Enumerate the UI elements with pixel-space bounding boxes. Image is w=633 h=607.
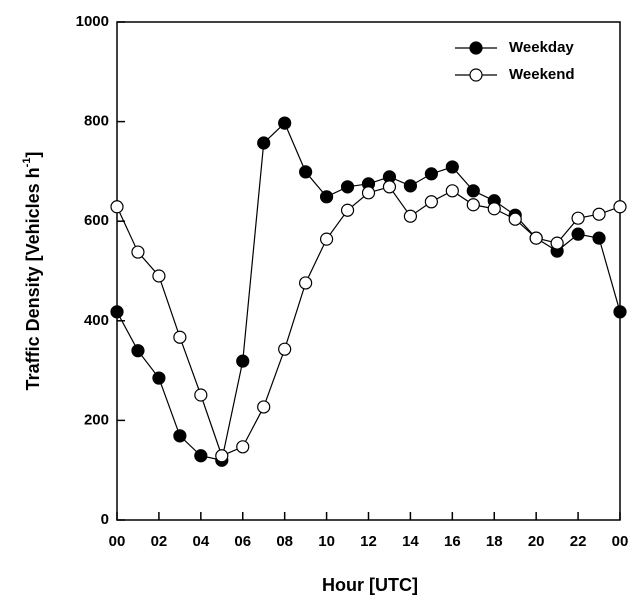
y-label-sup: -1 [21,158,33,168]
y-axis-label: Traffic Density [Vehicles h-1] [21,152,43,391]
marker [110,200,124,214]
y-tick-label: 1000 [76,13,109,30]
marker [592,207,606,221]
x-tick-label: 14 [402,533,419,550]
marker [194,449,208,463]
marker [424,195,438,209]
marker [613,305,627,319]
marker [361,186,376,200]
marker [194,388,208,402]
plot-frame [116,21,621,521]
marker [278,342,292,356]
marker [403,179,418,193]
marker [571,227,585,241]
x-tick-label: 10 [318,533,335,550]
marker [215,449,229,463]
y-tick-label: 600 [84,212,109,229]
marker [173,330,187,344]
x-tick-label: 00 [109,533,126,550]
series-line [116,122,621,461]
marker [319,190,334,204]
x-tick-label: 22 [570,533,587,550]
marker [529,231,543,245]
marker [173,429,187,443]
series-line [116,186,621,457]
marker [508,212,522,226]
marker [550,236,564,250]
marker [571,211,585,225]
legend-label: Weekday [509,39,574,56]
marker [257,136,271,150]
marker [257,400,271,414]
marker [236,354,250,368]
marker [236,440,250,454]
x-tick-label: 04 [192,533,209,550]
marker [299,276,313,290]
marker [152,371,166,385]
marker [110,305,124,319]
marker [278,116,292,130]
x-tick-label: 18 [486,533,503,550]
marker [299,165,313,179]
marker [592,231,606,245]
marker [445,160,459,174]
marker [424,167,438,181]
y-label-end: ] [23,152,43,158]
marker [445,184,459,198]
marker [340,180,355,194]
marker [319,232,334,246]
legend-marker [469,68,483,82]
x-tick-label: 00 [612,533,629,550]
marker [403,209,418,223]
marker [613,200,627,214]
y-tick-label: 400 [84,312,109,329]
marker [487,202,501,216]
x-tick-label: 08 [276,533,293,550]
legend-marker [469,41,483,55]
x-tick-label: 06 [234,533,251,550]
y-label-text: Traffic Density [Vehicles h [23,167,43,390]
x-tick-label: 20 [528,533,545,550]
x-axis-label: Hour [UTC] [322,575,418,595]
x-tick-label: 12 [360,533,377,550]
marker [152,269,166,283]
y-tick-label: 200 [84,411,109,428]
marker [382,180,397,194]
x-tick-label: 02 [151,533,168,550]
marker [131,344,145,358]
marker [340,203,355,217]
marker [466,198,480,212]
x-tick-label: 16 [444,533,461,550]
y-tick-label: 800 [84,113,109,130]
y-tick-label: 0 [101,511,109,528]
legend-label: Weekend [509,66,575,83]
marker [466,184,480,198]
marker [131,245,145,259]
